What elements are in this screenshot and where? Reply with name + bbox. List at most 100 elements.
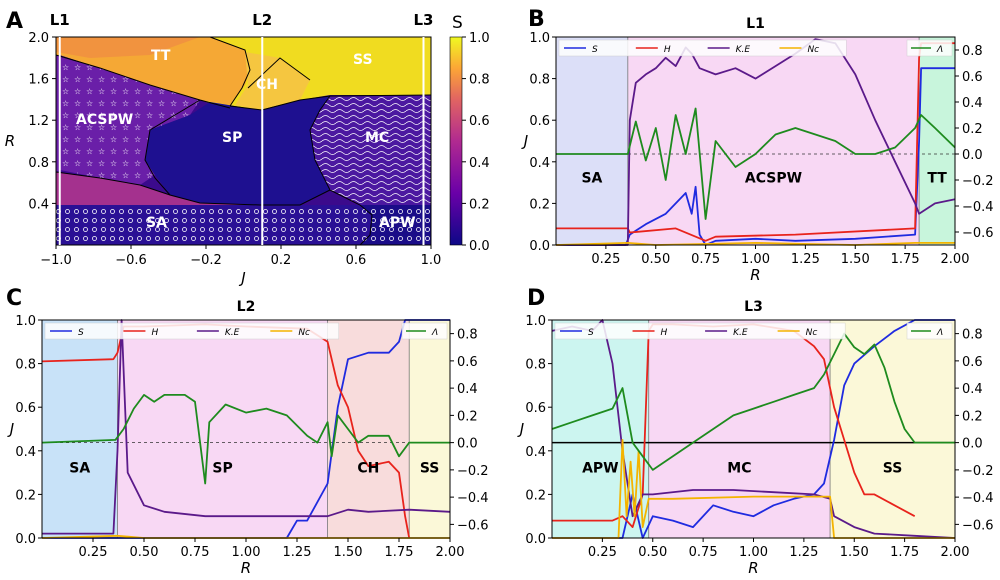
cut-line-label: L2 <box>252 11 272 29</box>
x-tick-label: 0.75 <box>691 252 720 267</box>
y-left-tick-label: 0.4 <box>525 445 546 460</box>
y-right-tick-label: 0.2 <box>962 409 983 424</box>
phase-label: MC <box>727 461 751 477</box>
colorbar-tick-label: 0.6 <box>469 114 490 129</box>
region-labels: TT CH SS ACSPW SP MC SA APW <box>76 48 416 231</box>
phase-label: SP <box>212 461 232 477</box>
colorbar-ticks: 0.0 0.2 0.4 0.6 0.8 1.0 <box>462 31 490 254</box>
panel-d-chart: APW MC SS 0.25 0.50 0.75 1.00 1.25 1.50 1.75 2.00 0… <box>517 299 994 577</box>
phase-label: SS <box>883 461 903 477</box>
legend: S H K.E Nc Λ <box>44 322 448 340</box>
phase-band-acspw <box>627 37 920 245</box>
x-tick-label: 1.0 <box>421 253 442 268</box>
x-tick-label: 1.75 <box>385 545 414 560</box>
series-line-ke <box>42 319 451 535</box>
series-line-nc <box>555 241 955 246</box>
y-left-tick-label: 0.8 <box>525 358 546 373</box>
region-label-tt: TT <box>151 48 171 64</box>
phase-label: CH <box>357 461 379 477</box>
panel-a-axes: −1.0 −0.6 −0.2 0.2 0.6 1.0 0.4 0.8 1.2 1.6 2.0 J R <box>5 31 442 287</box>
y-tick-label: 1.2 <box>28 114 49 129</box>
x-tick-label: −0.2 <box>190 253 222 268</box>
panel-d-letter: D <box>527 286 545 311</box>
x-axis-label: R <box>750 266 760 284</box>
y-right-tick-label: −0.2 <box>457 464 489 479</box>
colorbar-label: S <box>452 13 463 33</box>
y-left-tick-label: 0.6 <box>525 401 546 416</box>
y-left-tick-label: 0.0 <box>525 532 546 547</box>
x-tick-label: 0.50 <box>130 545 159 560</box>
y-right-tick-label: 0.4 <box>962 96 983 111</box>
region-label-mc: MC <box>365 130 389 146</box>
panel-a: A <box>5 9 490 287</box>
y-right-tick-label: −0.6 <box>962 518 994 533</box>
panel-b: B SA ACSPW TT 0.25 0.50 0.75 1.00 1.25 1.50 1.75 2… <box>521 7 994 284</box>
y-left-tick-label: 0.0 <box>529 239 550 254</box>
y-right-tick-label: 0.4 <box>962 382 983 397</box>
x-tick-label: −0.6 <box>115 253 147 268</box>
legend-label: Λ <box>936 328 943 338</box>
phase-band-sa <box>556 37 628 245</box>
series-line-s <box>552 319 955 539</box>
series-line-nc <box>552 438 955 539</box>
y-right-tick-label: 0.4 <box>457 382 478 397</box>
y-left-tick-label: 0.6 <box>15 401 36 416</box>
legend-label: S <box>592 45 598 55</box>
x-tick-label: 2.00 <box>436 545 465 560</box>
y-left-tick-label: 1.0 <box>15 314 36 329</box>
y-right-tick-label: 0.8 <box>962 44 983 59</box>
region-apw-dots <box>360 205 431 245</box>
x-tick-label: 1.00 <box>741 252 770 267</box>
y-tick-label: 0.8 <box>28 156 49 171</box>
legend-box <box>558 39 847 57</box>
phase-label: SS <box>420 461 440 477</box>
legend-label: H <box>661 328 668 338</box>
region-label-ch: CH <box>256 77 278 93</box>
phase-label: SA <box>581 171 602 187</box>
colorbar: S 0.0 0.2 0.4 0.6 0.8 1.0 <box>449 13 490 254</box>
x-tick-label: 0.2 <box>271 253 292 268</box>
x-tick-label: 1.00 <box>739 545 768 560</box>
series-line-lambda <box>41 393 450 485</box>
y-tick-label: 0.4 <box>28 197 49 212</box>
y-right-tick-label: 0.6 <box>962 70 983 85</box>
phase-label: APW <box>582 461 619 477</box>
y-right-tick-label: 0.2 <box>457 409 478 424</box>
x-tick-label: 2.00 <box>941 252 970 267</box>
panel-a-plot: L1 L2 L3 TT CH SS ACSPW SP MC SA APW −1.0−… <box>5 11 442 287</box>
legend-box <box>554 322 846 340</box>
y-right-tick-label: 0.8 <box>457 328 478 343</box>
x-axis-label: J <box>238 269 245 287</box>
panel-a-frame <box>55 36 432 246</box>
region-label-sa: SA <box>146 215 167 231</box>
y-left-tick-label: 0.6 <box>529 114 550 129</box>
colorbar-tick-label: 0.0 <box>469 239 490 254</box>
phase-label: ACSPW <box>745 171 802 187</box>
x-tick-label: 0.25 <box>591 252 620 267</box>
y-right-tick-label: 0.6 <box>457 355 478 370</box>
x-axis-label: R <box>241 559 251 577</box>
y-axis-label: R <box>5 132 15 150</box>
x-tick-label: 0.25 <box>79 545 108 560</box>
y-right-tick-label: 0.0 <box>457 437 478 452</box>
x-tick-label: 1.75 <box>890 545 919 560</box>
legend-label: Nc <box>806 328 818 338</box>
legend-label: S <box>78 328 84 338</box>
colorbar-tick-label: 1.0 <box>469 31 490 46</box>
legend-label: K.E <box>736 45 751 55</box>
y-right-tick-label: −0.4 <box>962 491 994 506</box>
y-tick-label: 1.6 <box>28 73 49 88</box>
colorbar-tick-label: 0.4 <box>469 156 490 171</box>
y-left-tick-label: 0.4 <box>15 445 36 460</box>
x-axis-label: R <box>748 559 758 577</box>
legend-label: K.E <box>733 328 748 338</box>
legend-label: S <box>588 328 594 338</box>
y-left-tick-label: 0.2 <box>15 488 36 503</box>
x-tick-label: 1.75 <box>891 252 920 267</box>
y-right-tick-label: 0.8 <box>962 328 983 343</box>
y-right-tick-label: −0.6 <box>962 226 994 241</box>
legend-label: H <box>151 328 158 338</box>
x-tick-label: 1.50 <box>841 252 870 267</box>
phase-band-sp <box>117 320 328 538</box>
